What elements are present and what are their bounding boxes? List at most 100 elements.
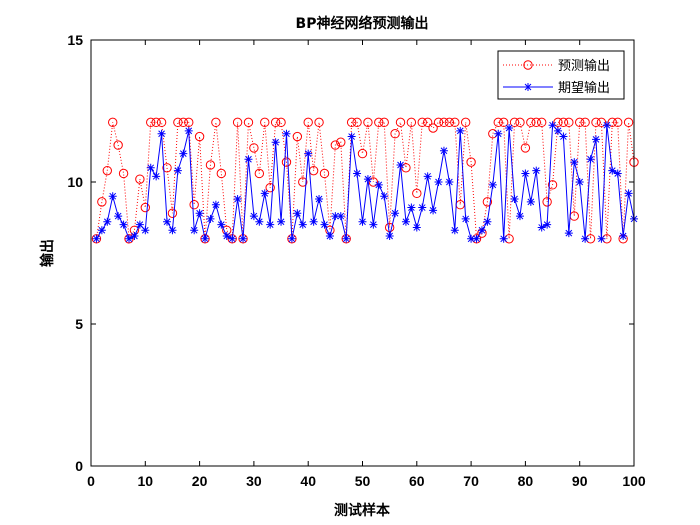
plot-background: [91, 40, 634, 466]
data-point: [195, 209, 204, 218]
data-point: [217, 220, 226, 229]
data-point: [493, 117, 503, 128]
data-point: [363, 117, 373, 128]
data-point: [412, 188, 422, 199]
data-point: [281, 157, 292, 167]
data-point: [167, 208, 178, 218]
data-point: [542, 197, 552, 207]
data-point: [352, 117, 362, 128]
series-1: [91, 117, 639, 244]
data-point: [553, 117, 563, 128]
data-point: [374, 117, 384, 128]
data-point: [206, 214, 215, 223]
x-tick-label: 30: [246, 473, 262, 489]
data-point: [184, 117, 194, 128]
data-point: [140, 202, 151, 213]
data-point: [244, 155, 253, 164]
x-tick-label: 0: [87, 473, 95, 489]
legend-label: 期望输出: [558, 80, 610, 96]
data-point: [228, 234, 237, 243]
data-point: [428, 123, 438, 133]
data-point: [358, 217, 367, 226]
data-point: [483, 217, 492, 226]
data-point: [499, 234, 508, 243]
data-point: [211, 200, 220, 209]
data-point: [422, 117, 433, 128]
data-point: [564, 117, 574, 128]
data-point: [151, 117, 161, 128]
data-point: [205, 160, 216, 170]
data-point: [580, 117, 590, 128]
data-point: [119, 220, 128, 229]
x-tick-label: 90: [572, 473, 588, 489]
data-point: [379, 117, 389, 128]
plot-area: [91, 40, 634, 466]
data-point: [124, 234, 134, 244]
data-point: [201, 234, 210, 243]
data-point: [173, 166, 182, 175]
data-point: [222, 231, 231, 240]
data-point: [233, 195, 242, 204]
data-point: [450, 117, 460, 128]
data-point: [178, 117, 189, 128]
data-point: [581, 234, 590, 243]
data-point: [613, 169, 622, 178]
data-point: [293, 209, 302, 218]
data-point: [548, 121, 557, 130]
data-point: [303, 117, 313, 128]
data-point: [520, 143, 531, 153]
data-point: [472, 234, 481, 243]
data-point: [607, 117, 617, 128]
data-point: [232, 117, 243, 128]
x-tick-label: 100: [622, 473, 646, 489]
data-point: [97, 226, 106, 235]
data-point: [125, 234, 134, 243]
data-point: [298, 177, 308, 187]
data-point: [163, 217, 172, 226]
data-point: [460, 117, 471, 128]
legend-marker: [523, 60, 533, 70]
data-point: [509, 117, 520, 128]
data-point: [543, 220, 552, 229]
data-point: [243, 117, 254, 128]
data-point: [521, 169, 530, 178]
data-point: [118, 168, 129, 179]
data-point: [239, 234, 248, 243]
y-tick-label: 15: [67, 32, 83, 48]
data-point: [173, 117, 183, 128]
data-point: [619, 231, 628, 240]
data-point: [608, 166, 617, 175]
data-point: [407, 203, 416, 212]
data-point: [130, 231, 139, 240]
data-point: [532, 166, 541, 175]
data-point: [135, 220, 144, 229]
data-point: [304, 149, 313, 158]
data-point: [385, 231, 394, 240]
data-point: [494, 129, 503, 138]
data-point: [270, 117, 281, 128]
data-point: [597, 234, 606, 243]
data-point: [384, 222, 395, 233]
data-point: [97, 197, 107, 207]
data-point: [391, 209, 400, 218]
data-point: [276, 117, 286, 128]
data-point: [190, 226, 199, 235]
data-point: [282, 129, 291, 138]
data-point: [406, 117, 417, 128]
data-point: [526, 197, 535, 206]
data-point: [141, 226, 150, 235]
data-point: [271, 138, 280, 147]
data-point: [526, 117, 536, 128]
data-point: [558, 117, 569, 128]
data-point: [570, 158, 579, 167]
data-point: [330, 140, 341, 150]
data-point: [374, 180, 383, 189]
data-point: [260, 117, 270, 128]
data-point: [309, 217, 318, 226]
data-point: [450, 226, 459, 235]
data-point: [602, 121, 611, 130]
data-point: [559, 132, 568, 141]
data-point: [91, 234, 102, 244]
data-point: [319, 168, 330, 179]
